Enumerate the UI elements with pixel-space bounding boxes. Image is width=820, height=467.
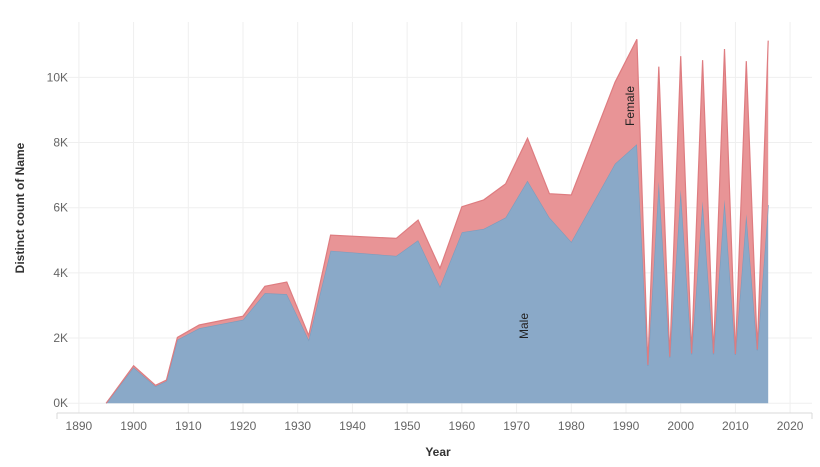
x-tick-label: 1920 [230,419,257,433]
y-tick-label: 0K [53,396,68,410]
axes: 1890 1900 1910 1920 1930 1940 1950 1960 1970 1980… [47,70,813,433]
x-tick-label: 2020 [777,419,804,433]
x-tick-label: 1890 [66,419,93,433]
x-tick-label: 1910 [175,419,202,433]
x-tick-label: 1940 [339,419,366,433]
x-tick-label: 1900 [120,419,147,433]
y-tick-label: 2K [53,331,68,345]
x-tick-label: 1990 [613,419,640,433]
x-tick-label: 2010 [722,419,749,433]
female-area-label: Female [623,86,637,126]
y-axis-title: Distinct count of Name [13,142,27,273]
y-tick-label: 6K [53,201,68,215]
x-tick-label: 1960 [449,419,476,433]
y-tick-label: 8K [53,136,68,150]
x-tick-label: 1930 [284,419,311,433]
x-tick-label: 2000 [667,419,694,433]
x-tick-label: 1970 [503,419,530,433]
x-tick-label: 1980 [558,419,585,433]
y-tick-label: 10K [47,70,68,84]
area-female [106,39,769,404]
x-tick-label: 1950 [394,419,421,433]
y-tick-label: 4K [53,266,68,280]
series-line-female [105,39,769,404]
male-area-label: Male [517,313,531,339]
x-axis-title: Year [425,445,451,459]
area-male [106,144,769,404]
areas [105,39,769,404]
